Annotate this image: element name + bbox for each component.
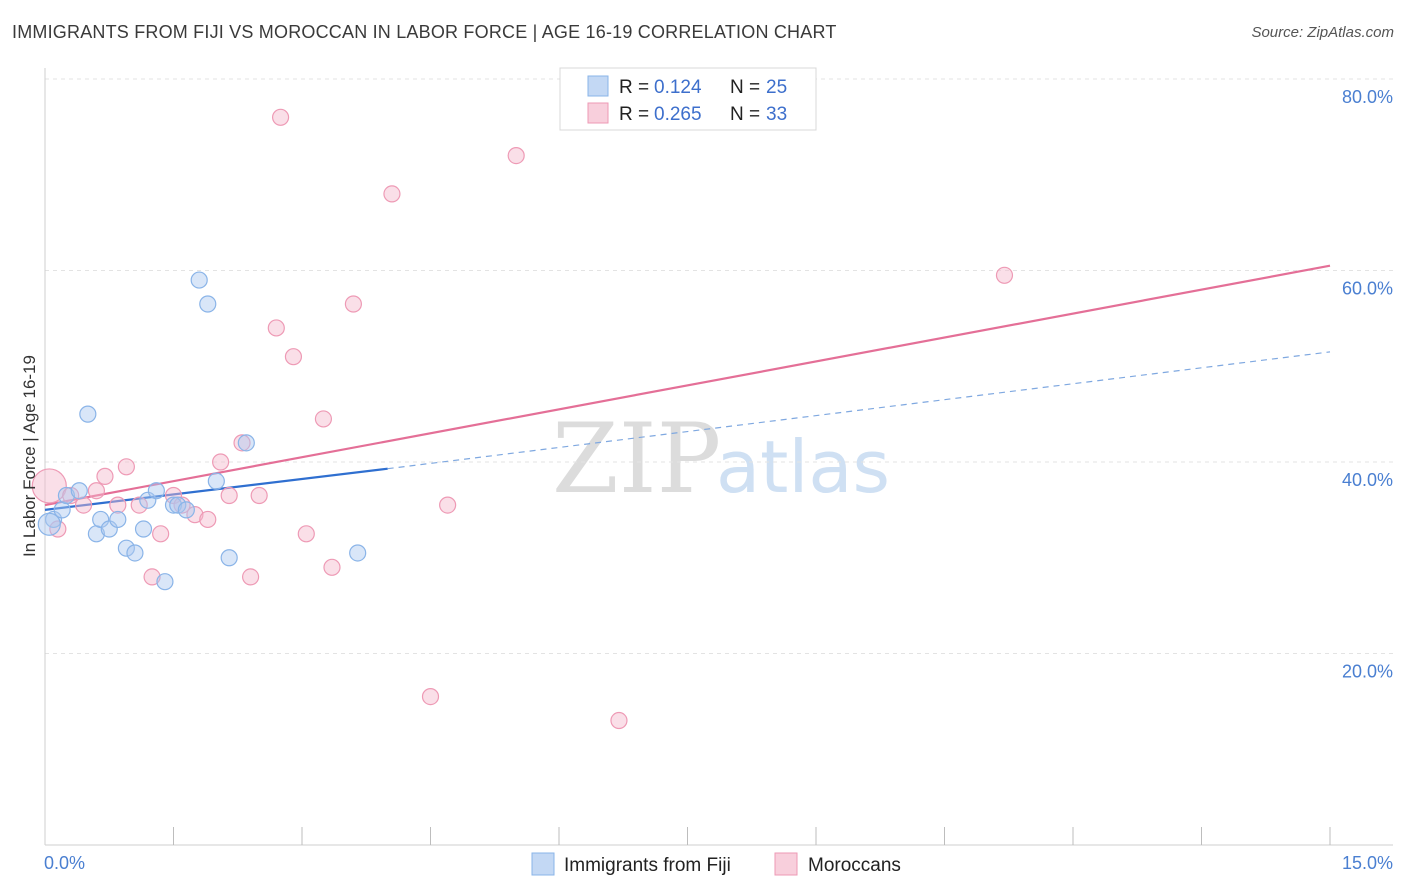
x-tick-label-min: 0.0% (44, 853, 85, 873)
point-moroccans (344, 295, 362, 313)
bottom-legend-swatch-fiji (531, 852, 555, 876)
point-moroccans (143, 568, 161, 586)
point-moroccans (284, 348, 303, 366)
point-moroccans (233, 434, 251, 452)
point-moroccans (186, 506, 204, 524)
legend-n-label-fiji: N = (730, 77, 760, 98)
point-fiji (57, 486, 76, 505)
point-fiji (177, 501, 195, 519)
source-label: Source: ZipAtlas.com (1251, 24, 1394, 41)
point-moroccans (49, 520, 67, 538)
point-moroccans (267, 319, 285, 337)
point-fiji (134, 520, 153, 538)
point-moroccans (271, 108, 290, 126)
point-moroccans (507, 147, 525, 165)
chart-title: IMMIGRANTS FROM FIJI VS MOROCCAN IN LABO… (12, 22, 837, 42)
point-moroccans (31, 468, 67, 504)
trend-line-fiji-extrapolated (387, 351, 1331, 470)
bottom-legend-swatch-moroccans (774, 852, 798, 876)
point-fiji (190, 271, 208, 289)
y-tick-label-80: 80.0% (1342, 87, 1393, 107)
point-moroccans (439, 496, 457, 514)
point-fiji (237, 434, 255, 452)
legend-n-label-moroccans: N = (730, 104, 760, 125)
stats-legend: R = 0.124 N = 25 R = 0.265 N = 33 (559, 67, 817, 131)
series-legend: Immigrants from Fiji Moroccans (531, 852, 901, 876)
watermark-atlas: atlas (716, 425, 890, 509)
point-moroccans (109, 496, 127, 514)
trend-line-moroccans (44, 264, 1331, 507)
bottom-legend-label-fiji: Immigrants from Fiji (564, 855, 731, 876)
point-moroccans (130, 496, 148, 514)
point-moroccans (74, 496, 93, 514)
y-tick-label-60: 60.0% (1342, 279, 1393, 299)
point-fiji (207, 472, 225, 490)
bottom-legend-label-moroccans: Moroccans (808, 855, 901, 876)
point-moroccans (250, 486, 268, 505)
point-moroccans (96, 467, 114, 485)
point-moroccans (164, 486, 183, 505)
point-moroccans (297, 525, 315, 543)
y-tick-label-20: 20.0% (1342, 662, 1393, 682)
point-moroccans (610, 711, 628, 730)
point-fiji (156, 573, 174, 591)
point-fiji (92, 510, 110, 529)
legend-r-label-moroccans: R = (619, 104, 649, 125)
legend-n-value-moroccans: 33 (766, 104, 787, 125)
point-fiji (109, 510, 127, 529)
y-tick-label-40: 40.0% (1342, 470, 1393, 490)
point-fiji (100, 520, 118, 538)
watermark-zip: ZIP (552, 403, 721, 515)
x-tick-label-max: 15.0% (1342, 853, 1393, 873)
point-moroccans (323, 558, 341, 576)
point-moroccans (152, 525, 170, 543)
point-moroccans (220, 486, 238, 505)
point-moroccans (62, 486, 80, 505)
point-fiji (126, 544, 144, 562)
point-fiji (220, 549, 238, 567)
point-fiji (70, 482, 88, 500)
point-fiji (199, 295, 217, 313)
legend-r-label-fiji: R = (619, 77, 649, 98)
y-axis-label: In Labor Force | Age 16-19 (20, 355, 39, 557)
legend-n-value-fiji: 25 (766, 77, 787, 98)
point-fiji (164, 496, 183, 514)
point-fiji (117, 539, 135, 557)
point-fiji (169, 496, 187, 514)
point-moroccans (995, 266, 1014, 284)
point-moroccans (242, 568, 260, 586)
point-moroccans (314, 410, 333, 428)
point-moroccans (87, 482, 106, 500)
point-fiji (44, 510, 63, 529)
point-moroccans (117, 458, 135, 476)
legend-r-value-fiji: 0.124 (654, 77, 702, 98)
point-moroccans (212, 453, 230, 471)
point-fiji (147, 482, 165, 500)
point-fiji (79, 405, 97, 423)
point-moroccans (421, 687, 440, 706)
point-moroccans (383, 185, 401, 203)
legend-r-value-moroccans: 0.265 (654, 104, 702, 125)
point-fiji (139, 491, 157, 509)
point-fiji (37, 512, 61, 536)
legend-swatch-moroccans (587, 102, 609, 124)
point-fiji (349, 544, 367, 562)
point-moroccans (199, 510, 217, 529)
legend-swatch-fiji (587, 75, 609, 97)
